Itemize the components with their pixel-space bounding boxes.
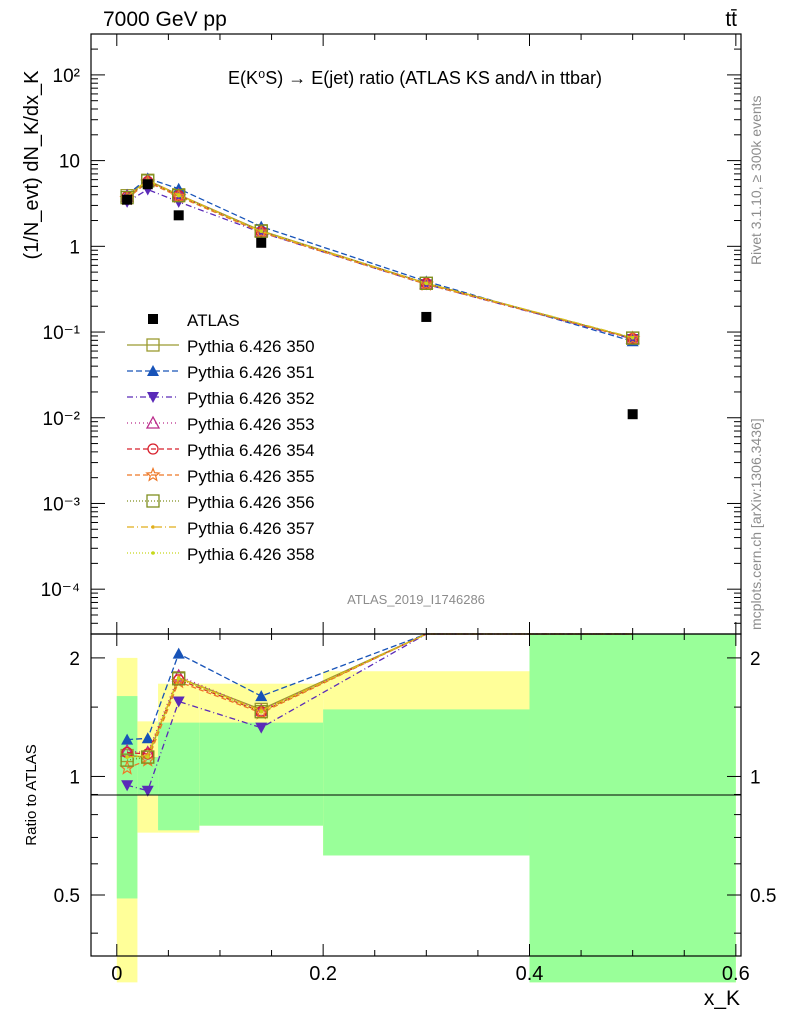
band-stat (199, 722, 324, 826)
ratio-marker (259, 709, 264, 714)
ratio-tick-label-right: 2 (750, 649, 761, 670)
y-tick-label: 10⁻² (43, 409, 81, 430)
y-tick-label: 10⁻¹ (43, 323, 81, 344)
ratio-marker (121, 780, 134, 792)
ratio-marker (120, 753, 134, 767)
ratio-marker (255, 722, 268, 734)
series-marker (626, 331, 640, 345)
ratio-marker (172, 696, 185, 708)
y-tick-label: 10⁻³ (43, 494, 81, 515)
legend-label: Pythia 6.426 354 (187, 441, 315, 460)
main-series (119, 172, 641, 420)
x-tick-label: 0.4 (516, 963, 544, 985)
series-marker (259, 229, 264, 234)
ratio-marker (172, 672, 186, 686)
legend-marker (145, 466, 161, 482)
x-tick-label: 0.6 (722, 963, 750, 985)
header-right: tt̄ (725, 8, 737, 31)
ticks: 0 0.2 0.4 0.6 10⁻⁴ 10⁻³ 10⁻² 10⁻¹ 1 10 10² 0.5 0.5 1 1… (41, 33, 776, 985)
legend-marker-data (148, 314, 158, 324)
ratio-tick-label: 2 (69, 649, 80, 670)
legend-label: Pythia 6.426 357 (187, 519, 315, 538)
y-tick-label: 1 (69, 237, 80, 258)
header-left: 7000 GeV pp (103, 8, 227, 31)
ratio-line (127, 633, 633, 755)
x-tick-label: 0.2 (309, 963, 337, 985)
series-line (126, 181, 633, 340)
ratio-marker (142, 748, 154, 760)
data-point (627, 409, 638, 420)
frames (90, 33, 742, 957)
rivet-label: Rivet 3.1.10, ≥ 300k events (748, 95, 764, 265)
ratio-marker (254, 705, 268, 719)
band-stat (529, 634, 736, 983)
legend-marker (145, 415, 161, 429)
legend-label: Pythia 6.426 355 (187, 467, 315, 486)
data-point (173, 210, 184, 221)
legend-marker (147, 365, 159, 376)
legend-label: Pythia 6.426 350 (187, 337, 315, 356)
y-tick-label: 10⁻⁴ (41, 580, 80, 601)
band-stat (137, 757, 159, 795)
analysis-id: ATLAS_2019_I1746286 (347, 592, 485, 607)
band-stat (323, 709, 530, 856)
ratio-marker (172, 647, 185, 659)
series-marker (176, 193, 181, 198)
band-stat (158, 722, 200, 831)
data-point (421, 311, 432, 322)
ratio-y-label: Ratio to ATLAS (23, 744, 40, 845)
series-marker (419, 276, 433, 290)
ratio-tick-label: 0.5 (54, 886, 80, 907)
series-marker (253, 224, 269, 239)
legend-marker (151, 551, 155, 555)
legend-label: Pythia 6.426 356 (187, 493, 315, 512)
series-line (126, 188, 633, 340)
chart-title: E(K⁰S) → E(jet) ratio (ATLAS KS andΛ in … (228, 68, 602, 88)
mcplots-label: mcplots.cern.ch [arXiv:1306.3436] (748, 418, 764, 630)
legend-label: Pythia 6.426 351 (187, 363, 315, 382)
y-tick-label: 10 (59, 152, 80, 173)
ratio-bands (116, 634, 736, 983)
ratio-marker (253, 704, 269, 720)
series-marker (172, 189, 186, 203)
data-point (122, 194, 133, 205)
y-tick-label: 10² (53, 66, 80, 87)
series-marker (254, 224, 268, 238)
band-stat (116, 696, 138, 899)
legend-marker (147, 443, 159, 455)
ratio-line (127, 633, 633, 754)
ratio-marker (145, 755, 150, 759)
x-axis-label: x_K (704, 987, 740, 1010)
ratio-marker (141, 785, 154, 797)
legend-marker (151, 525, 155, 529)
legend-label: Pythia 6.426 352 (187, 389, 315, 408)
ratio-tick-label-right: 1 (750, 767, 761, 788)
legend-label: Pythia 6.426 358 (187, 545, 315, 564)
legend: ATLAS Pythia 6.426 350 Pythia 6.426 351 Pyt… (127, 311, 315, 564)
y-axis-label: (1/N_evt) dN_K/dx_K (21, 70, 43, 260)
ratio-marker (125, 755, 129, 759)
ratio-marker (176, 676, 181, 681)
ratio-marker (141, 750, 155, 764)
ratio-marker (121, 733, 134, 745)
legend-marker (146, 338, 160, 352)
series-marker (170, 188, 187, 204)
legend-label: Pythia 6.426 353 (187, 415, 315, 434)
legend-label: ATLAS (187, 311, 240, 330)
x-tick-label: 0 (111, 963, 122, 985)
ratio-tick-label: 1 (69, 767, 80, 788)
legend-marker (146, 494, 160, 508)
ratio-marker (141, 732, 154, 744)
data-point (256, 237, 267, 248)
ratio-tick-label-right: 0.5 (750, 886, 776, 907)
main-frame (90, 33, 742, 635)
series-marker (424, 281, 429, 286)
series-marker (630, 335, 635, 340)
legend-marker (147, 392, 159, 403)
ratio-marker (255, 690, 268, 702)
data-point (142, 179, 153, 190)
